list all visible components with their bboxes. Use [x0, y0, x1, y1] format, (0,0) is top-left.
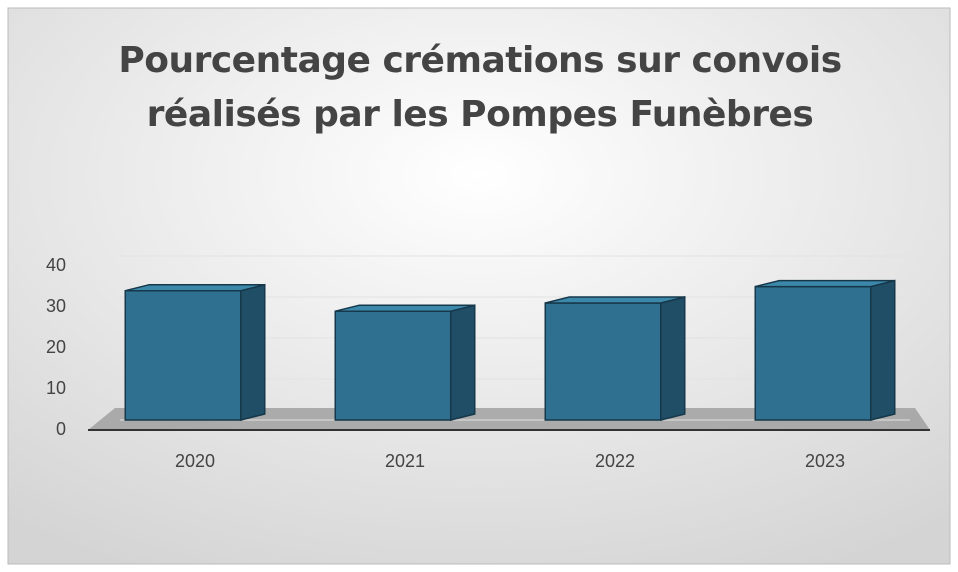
floor	[88, 408, 930, 430]
bar-face	[125, 283, 265, 292]
bar-face	[544, 302, 662, 421]
bar-face	[660, 296, 686, 421]
y-tick-label: 20	[46, 337, 66, 357]
bar-face	[870, 279, 896, 421]
y-tick-label: 10	[46, 378, 66, 398]
x-tick-label: 2020	[175, 451, 215, 471]
y-tick-label: 40	[46, 255, 66, 275]
x-tick-label: 2021	[385, 451, 425, 471]
x-tick-label: 2023	[805, 451, 845, 471]
bar-face	[335, 304, 475, 312]
bar-face	[124, 289, 242, 421]
bar-face	[450, 304, 476, 421]
bar	[334, 304, 476, 421]
bar-face	[240, 283, 266, 421]
bar-face	[754, 285, 872, 421]
bar-face	[545, 296, 685, 304]
bar	[754, 279, 896, 421]
bar-face	[334, 310, 452, 421]
bar	[544, 296, 686, 421]
x-tick-label: 2022	[595, 451, 635, 471]
y-tick-label: 30	[46, 296, 66, 316]
bar-face	[755, 279, 895, 288]
chart-title: Pourcentage crémations sur convois réali…	[118, 40, 842, 135]
y-tick-label: 0	[56, 419, 66, 439]
bar	[124, 283, 266, 421]
